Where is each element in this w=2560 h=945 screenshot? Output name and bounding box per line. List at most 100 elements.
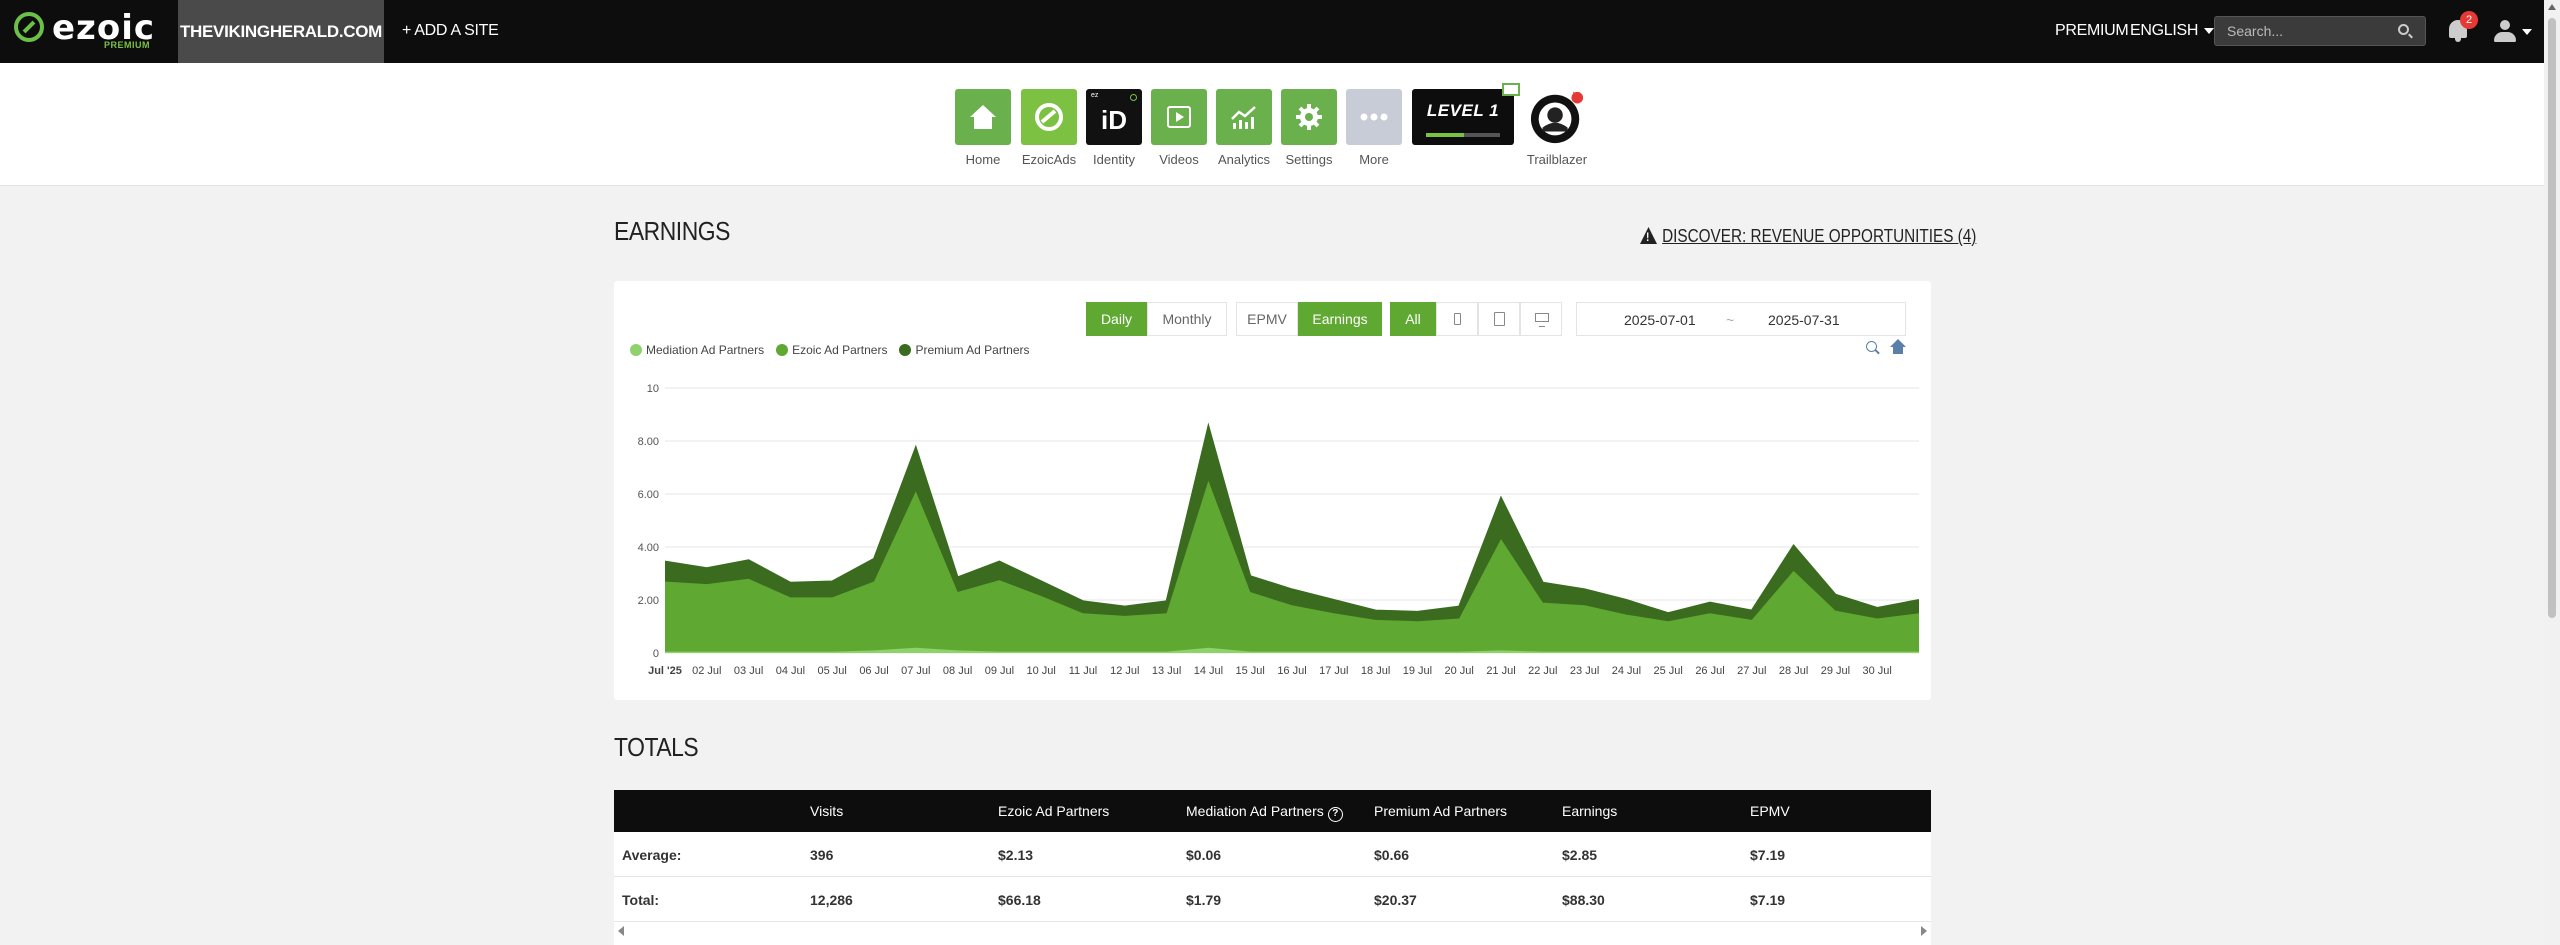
ezoic-logo-icon	[14, 12, 44, 42]
legend-item-ezoic[interactable]: Ezoic Ad Partners	[776, 343, 887, 357]
app-identity[interactable]: ez iD Identity	[1086, 89, 1142, 167]
legend-item-premium[interactable]: Premium Ad Partners	[899, 343, 1030, 357]
scroll-up-icon[interactable]	[2548, 4, 2556, 10]
table-cell: 12,286	[810, 892, 853, 908]
x-tick-label: 21 Jul	[1486, 665, 1515, 677]
app-settings[interactable]: Settings	[1281, 89, 1337, 167]
x-tick-label: 18 Jul	[1361, 665, 1390, 677]
site-selector-tab[interactable]: THEVIKINGHERALD.COM	[178, 0, 384, 63]
series-line-2	[664, 422, 1920, 615]
daily-button[interactable]: Daily	[1086, 302, 1147, 336]
all-devices-button[interactable]: All	[1390, 302, 1436, 336]
table-row: Average: 396 $2.13 $0.06 $0.66 $2.85 $7.…	[614, 832, 1931, 877]
x-tick-label: 06 Jul	[859, 665, 888, 677]
desktop-icon	[1535, 313, 1549, 327]
column-header[interactable]: Visits	[810, 803, 844, 819]
area-series-2	[665, 426, 1919, 622]
column-header[interactable]: EPMV	[1750, 803, 1790, 819]
legend-label: Mediation Ad Partners	[646, 343, 765, 357]
add-site-link[interactable]: + ADD A SITE	[402, 22, 499, 39]
y-tick-label: 10	[647, 383, 659, 395]
app-videos[interactable]: Videos	[1151, 89, 1207, 167]
x-tick-label: 14 Jul	[1194, 665, 1223, 677]
scroll-right-icon[interactable]	[1921, 926, 1927, 936]
status-dot-icon	[1130, 94, 1137, 101]
identity-tile[interactable]: ez iD	[1086, 89, 1142, 145]
page-scrollbar[interactable]	[2544, 0, 2560, 945]
scrollbar-thumb[interactable]	[2548, 18, 2556, 618]
x-tick-label: 04 Jul	[776, 665, 805, 677]
discover-revenue-link[interactable]: DISCOVER: REVENUE OPPORTUNITIES (4)	[1640, 226, 1976, 247]
settings-tile[interactable]	[1281, 89, 1337, 145]
legend-swatch	[776, 344, 789, 356]
app-more[interactable]: More	[1346, 89, 1402, 167]
table-cell: $7.19	[1750, 847, 1786, 863]
date-range-picker[interactable]: 2025-07-01 ~ 2025-07-31	[1576, 302, 1906, 336]
language-label: ENGLISH	[2130, 22, 2199, 39]
search-icon[interactable]	[2398, 24, 2409, 35]
app-label: Analytics	[1217, 152, 1271, 167]
more-tile[interactable]	[1346, 89, 1402, 145]
x-tick-label: 15 Jul	[1236, 665, 1265, 677]
app-home[interactable]: Home	[955, 89, 1011, 167]
app-trailblazer[interactable]: Trailblazer	[1527, 89, 1587, 167]
logo-premium-label: PREMIUM	[104, 40, 150, 50]
ezoicads-icon	[1035, 103, 1063, 131]
app-label: More	[1359, 152, 1389, 167]
column-header[interactable]: Ezoic Ad Partners	[998, 803, 1110, 819]
app-analytics[interactable]: Analytics	[1216, 89, 1272, 167]
help-icon[interactable]: ?	[1327, 807, 1343, 822]
analytics-tile[interactable]	[1216, 89, 1272, 145]
column-header[interactable]: Earnings	[1562, 803, 1618, 819]
desktop-filter-button[interactable]	[1520, 302, 1562, 336]
app-launcher-bar: Home EzoicAds ez iD Identity Videos Anal…	[0, 63, 2544, 186]
epmv-button[interactable]: EPMV	[1236, 302, 1298, 336]
trailblazer-tile[interactable]	[1529, 89, 1585, 145]
ezoic-logo[interactable]: ezoic PREMIUM	[14, 8, 164, 52]
ezoicads-tile[interactable]	[1021, 89, 1077, 145]
y-tick-label: 6.00	[638, 489, 659, 501]
horizontal-scrollbar[interactable]	[614, 922, 1931, 938]
premium-link[interactable]: PREMIUM	[2055, 22, 2129, 39]
mobile-filter-button[interactable]	[1436, 302, 1478, 336]
chart-legend: Mediation Ad Partners Ezoic Ad Partners …	[630, 343, 1030, 357]
app-label: EzoicAds	[1021, 152, 1077, 167]
x-tick-label: 27 Jul	[1737, 665, 1766, 677]
row-label: Total:	[622, 892, 660, 908]
x-tick-label: 12 Jul	[1110, 665, 1139, 677]
zoom-icon[interactable]	[1866, 341, 1877, 352]
column-header[interactable]: Premium Ad Partners	[1374, 803, 1508, 819]
x-tick-label: 02 Jul	[692, 665, 721, 677]
totals-title: TOTALS	[614, 732, 699, 762]
app-ezoicads[interactable]: EzoicAds	[1021, 89, 1077, 167]
search-input[interactable]: Search...	[2214, 16, 2426, 46]
tablet-filter-button[interactable]	[1478, 302, 1520, 336]
x-tick-label: 17 Jul	[1319, 665, 1348, 677]
chevron-down-icon	[2204, 27, 2215, 34]
x-tick-label: 13 Jul	[1152, 665, 1181, 677]
y-tick-label: 8.00	[638, 436, 659, 448]
app-label: Videos	[1159, 152, 1199, 167]
x-tick-label: 22 Jul	[1528, 665, 1557, 677]
y-tick-label: 4.00	[638, 542, 659, 554]
phone-icon	[1454, 313, 1461, 325]
language-dropdown[interactable]: ENGLISH	[2130, 22, 2215, 40]
videos-tile[interactable]	[1151, 89, 1207, 145]
reset-zoom-home-icon[interactable]	[1890, 339, 1906, 355]
table-cell: $20.37	[1374, 892, 1417, 908]
earnings-button[interactable]: Earnings	[1298, 302, 1382, 336]
level-badge[interactable]: LEVEL 1	[1412, 83, 1520, 145]
y-tick-label: 2.00	[638, 595, 659, 607]
chevron-down-icon[interactable]	[2522, 29, 2532, 35]
scroll-left-icon[interactable]	[618, 926, 624, 936]
legend-item-mediation[interactable]: Mediation Ad Partners	[630, 343, 764, 357]
app-label: Settings	[1285, 152, 1333, 167]
discover-prefix: DISCOVER:	[1662, 226, 1751, 246]
home-tile[interactable]	[955, 89, 1011, 145]
y-tick-label: 0	[653, 648, 659, 660]
column-header[interactable]: Mediation Ad Partners?	[1186, 803, 1343, 822]
user-avatar-icon[interactable]	[2494, 20, 2516, 44]
monthly-button[interactable]: Monthly	[1147, 302, 1227, 336]
table-cell: $0.66	[1374, 847, 1410, 863]
tablet-icon	[1494, 312, 1505, 326]
